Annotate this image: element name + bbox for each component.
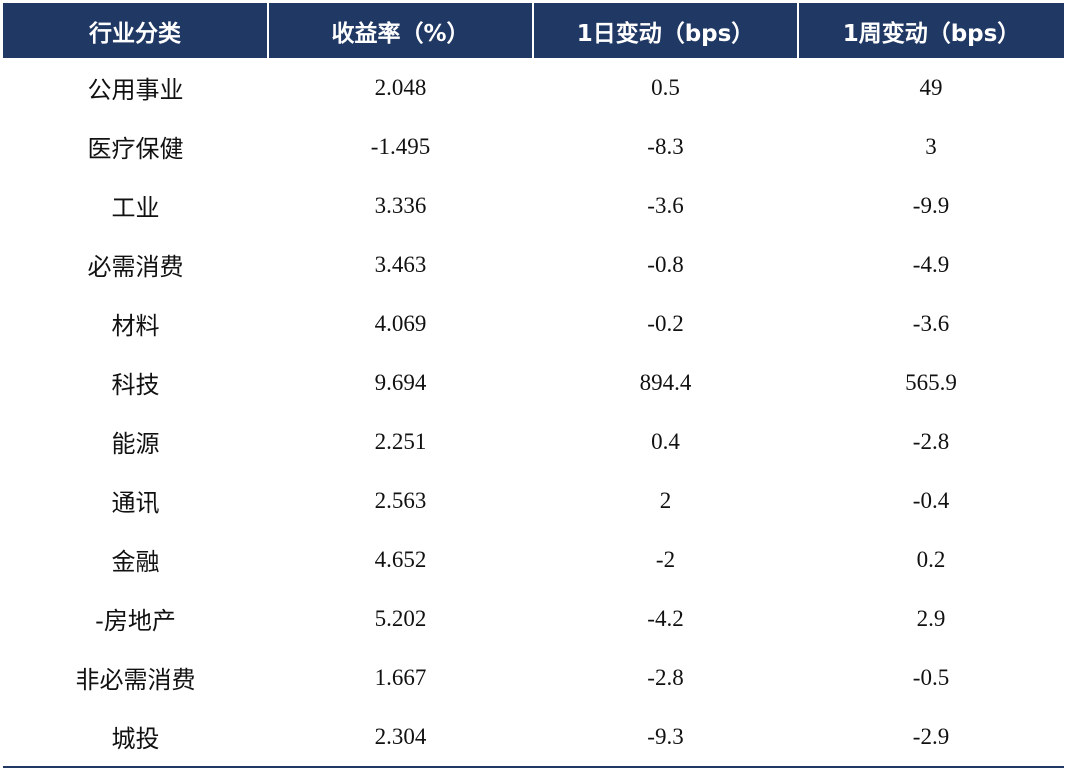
value-cell: -3.6 bbox=[912, 310, 950, 336]
value-cell: -4.9 bbox=[912, 251, 950, 277]
table-row: 非必需消费 1.667 -2.8 -0.5 bbox=[3, 648, 1064, 707]
category-cell: 城投 bbox=[3, 707, 268, 768]
value-cell: 3.463 bbox=[374, 251, 427, 277]
value-cell: -4.2 bbox=[647, 605, 684, 631]
value-cell: 5.202 bbox=[374, 605, 427, 631]
value-cell: -3.6 bbox=[647, 192, 684, 218]
table-row: 医疗保健 -1.495 -8.3 3 bbox=[3, 117, 1064, 176]
value-cell: -9.9 bbox=[912, 192, 950, 218]
category-cell: 科技 bbox=[111, 371, 160, 399]
table-row: 金融 4.652 -2 0.2 bbox=[3, 530, 1064, 589]
value-cell: 1.667 bbox=[374, 664, 427, 690]
value-cell: 0.2 bbox=[916, 546, 946, 572]
value-cell: 0.4 bbox=[651, 428, 680, 454]
value-cell: -9.3 bbox=[533, 707, 798, 768]
value-cell: -2 bbox=[655, 546, 676, 572]
header-cell: 行业分类 bbox=[3, 3, 268, 58]
table-row: 科技 9.694 894.4 565.9 bbox=[3, 353, 1064, 412]
value-cell: 2.048 bbox=[374, 74, 427, 100]
value-cell: 4.652 bbox=[374, 546, 427, 572]
value-cell: 3 bbox=[925, 133, 937, 159]
table-row: 城投 2.304 -9.3 -2.9 bbox=[3, 707, 1064, 768]
category-cell: 能源 bbox=[111, 430, 160, 458]
table-row: -房地产 5.202 -4.2 2.9 bbox=[3, 589, 1064, 648]
value-cell: -0.5 bbox=[912, 664, 950, 690]
value-cell: 565.9 bbox=[905, 369, 957, 395]
value-cell: 2.563 bbox=[374, 487, 427, 513]
value-cell: -2.8 bbox=[647, 664, 684, 690]
header-cell: 1周变动（bps） bbox=[797, 3, 1064, 58]
value-cell: 2 bbox=[659, 487, 672, 513]
table-row: 材料 4.069 -0.2 -3.6 bbox=[3, 294, 1064, 353]
value-cell: 3.336 bbox=[374, 192, 427, 218]
category-cell: 工业 bbox=[111, 194, 160, 222]
value-cell: 49 bbox=[919, 74, 943, 100]
header-cell: 1日变动（bps） bbox=[532, 3, 798, 58]
category-cell: 材料 bbox=[111, 312, 160, 340]
category-cell: 非必需消费 bbox=[75, 666, 196, 694]
value-cell: 2.9 bbox=[916, 605, 946, 631]
value-cell: 894.4 bbox=[639, 369, 692, 395]
header-row: 行业分类 收益率（%） 1日变动（bps） 1周变动（bps） bbox=[3, 3, 1064, 58]
table-row: 通讯 2.563 2 -0.4 bbox=[3, 471, 1064, 530]
category-cell: 通讯 bbox=[111, 489, 160, 517]
table-row: 能源 2.251 0.4 -2.8 bbox=[3, 412, 1064, 471]
table-row: 公用事业 2.048 0.5 49 bbox=[3, 58, 1064, 117]
header-cell: 收益率（%） bbox=[267, 3, 533, 58]
value-cell: -0.8 bbox=[647, 251, 684, 277]
category-cell: 必需消费 bbox=[87, 253, 184, 281]
data-table: 行业分类 收益率（%） 1日变动（bps） 1周变动（bps） 公用事业 2.048 0.… bbox=[3, 3, 1064, 768]
value-cell: -8.3 bbox=[647, 133, 684, 159]
value-cell: 2.304 bbox=[268, 707, 533, 768]
table-body: 公用事业 2.048 0.5 49 医疗保健 -1.495 -8.3 3 工业 3.336 -3.6… bbox=[3, 58, 1064, 768]
value-cell: -1.495 bbox=[370, 133, 431, 159]
table-row: 工业 3.336 -3.6 -9.9 bbox=[3, 176, 1064, 235]
category-cell: 金融 bbox=[111, 548, 160, 576]
value-cell: -0.4 bbox=[912, 487, 950, 513]
value-cell: 2.251 bbox=[374, 428, 427, 454]
value-cell: -2.8 bbox=[912, 428, 950, 454]
value-cell: 0.5 bbox=[651, 74, 680, 100]
value-cell: 9.694 bbox=[374, 369, 427, 395]
category-cell: 公用事业 bbox=[87, 76, 184, 104]
table-row: 必需消费 3.463 -0.8 -4.9 bbox=[3, 235, 1064, 294]
category-cell: 医疗保健 bbox=[87, 135, 184, 163]
value-cell: -0.2 bbox=[647, 310, 684, 336]
category-cell: -房地产 bbox=[95, 607, 176, 635]
value-cell: 4.069 bbox=[374, 310, 427, 336]
value-cell: -2.9 bbox=[798, 707, 1064, 768]
